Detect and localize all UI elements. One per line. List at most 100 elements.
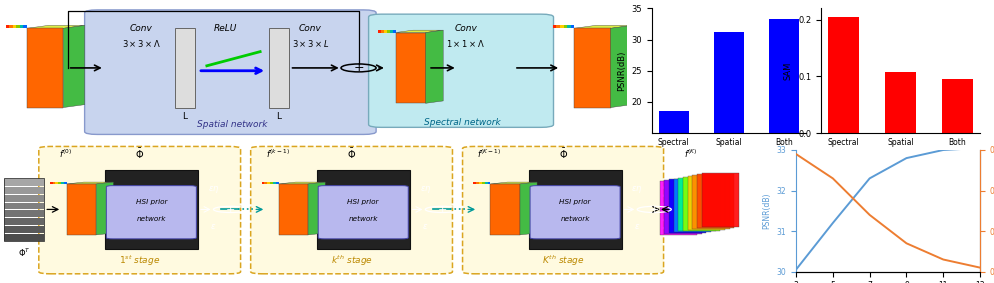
Polygon shape	[24, 25, 27, 28]
Text: $f^{(K)}$: $f^{(K)}$	[683, 147, 697, 160]
Polygon shape	[278, 182, 325, 184]
Polygon shape	[563, 25, 567, 28]
Polygon shape	[378, 30, 381, 33]
Polygon shape	[520, 182, 537, 235]
Polygon shape	[16, 25, 20, 28]
Bar	[4, 234, 44, 241]
Polygon shape	[13, 25, 16, 28]
Text: $\epsilon$: $\epsilon$	[421, 222, 428, 231]
Text: $f^{(k-1)}$: $f^{(k-1)}$	[265, 147, 289, 160]
Bar	[528, 170, 621, 249]
Polygon shape	[264, 182, 267, 184]
Polygon shape	[64, 25, 84, 108]
Polygon shape	[50, 182, 53, 184]
Text: $\bar{\Phi}$: $\bar{\Phi}$	[347, 147, 356, 161]
Text: $+$: $+$	[648, 204, 659, 215]
Polygon shape	[275, 182, 278, 184]
Polygon shape	[567, 25, 571, 28]
Bar	[768, 19, 798, 226]
Text: $3\times3\times L$: $3\times3\times L$	[291, 38, 329, 49]
Text: $+$: $+$	[436, 204, 447, 215]
Polygon shape	[308, 182, 325, 235]
Polygon shape	[61, 182, 64, 184]
Polygon shape	[269, 182, 272, 184]
Y-axis label: PSNR(dB): PSNR(dB)	[761, 193, 770, 229]
Text: $1\times1\times\Lambda$: $1\times1\times\Lambda$	[446, 38, 485, 49]
Bar	[940, 79, 972, 133]
Text: network: network	[560, 216, 589, 222]
FancyBboxPatch shape	[530, 186, 619, 239]
Polygon shape	[481, 182, 484, 184]
Bar	[4, 203, 44, 209]
Text: HSI prior: HSI prior	[347, 199, 379, 205]
Polygon shape	[476, 182, 479, 184]
Y-axis label: PSNR(dB): PSNR(dB)	[616, 51, 625, 91]
FancyBboxPatch shape	[39, 147, 241, 274]
Polygon shape	[487, 182, 490, 184]
Text: $+$: $+$	[353, 61, 364, 74]
Bar	[4, 178, 44, 241]
Polygon shape	[387, 30, 390, 33]
Text: Conv: Conv	[454, 24, 477, 33]
Polygon shape	[574, 25, 631, 28]
Text: $k^{th}$ stage: $k^{th}$ stage	[330, 254, 372, 268]
Polygon shape	[396, 30, 442, 33]
Polygon shape	[473, 182, 476, 184]
Text: $\Phi^T$: $\Phi^T$	[18, 246, 31, 259]
Polygon shape	[479, 182, 481, 184]
Text: ReLU: ReLU	[214, 24, 238, 33]
Bar	[658, 111, 688, 226]
Bar	[664, 180, 701, 234]
Bar	[668, 179, 706, 233]
Polygon shape	[393, 30, 396, 33]
Bar	[268, 28, 288, 108]
Polygon shape	[390, 30, 393, 33]
Polygon shape	[6, 25, 9, 28]
FancyBboxPatch shape	[250, 147, 452, 274]
Polygon shape	[56, 182, 58, 184]
Text: $\epsilon$: $\epsilon$	[210, 222, 217, 231]
Polygon shape	[490, 182, 537, 184]
Polygon shape	[267, 182, 269, 184]
Polygon shape	[9, 25, 13, 28]
Text: $\bar{\Phi}$: $\bar{\Phi}$	[135, 147, 144, 161]
Polygon shape	[381, 30, 384, 33]
Bar	[4, 187, 44, 194]
Bar	[687, 176, 725, 230]
Polygon shape	[560, 25, 563, 28]
Text: $+$: $+$	[226, 204, 236, 215]
Polygon shape	[574, 28, 610, 108]
Y-axis label: SAM: SAM	[782, 62, 791, 80]
Polygon shape	[425, 30, 442, 103]
Bar	[316, 170, 410, 249]
Text: HSI prior: HSI prior	[135, 199, 167, 205]
Polygon shape	[53, 182, 56, 184]
FancyBboxPatch shape	[318, 186, 408, 239]
Polygon shape	[67, 182, 113, 184]
Polygon shape	[610, 25, 631, 108]
Bar	[701, 173, 739, 227]
Text: $1^{st}$ stage: $1^{st}$ stage	[119, 254, 160, 268]
Text: $f^{(0)}$: $f^{(0)}$	[60, 147, 73, 160]
Bar	[696, 174, 734, 228]
Bar	[659, 181, 696, 235]
Text: Spatial network: Spatial network	[197, 121, 267, 130]
Text: $3\times3\times\Lambda$: $3\times3\times\Lambda$	[121, 38, 160, 49]
Polygon shape	[272, 182, 275, 184]
Text: Conv: Conv	[298, 24, 321, 33]
Polygon shape	[58, 182, 61, 184]
Bar	[678, 178, 715, 231]
Text: $\bar{\Phi}$: $\bar{\Phi}$	[559, 147, 568, 161]
Polygon shape	[27, 25, 84, 28]
FancyBboxPatch shape	[462, 147, 663, 274]
Text: $f^{(K-1)}$: $f^{(K-1)}$	[477, 147, 501, 160]
Polygon shape	[64, 182, 67, 184]
Bar	[682, 177, 720, 231]
Text: L: L	[276, 112, 281, 121]
Text: HSI prior: HSI prior	[559, 199, 590, 205]
Bar	[884, 72, 915, 133]
Text: L: L	[182, 112, 187, 121]
Bar	[827, 17, 859, 133]
Text: network: network	[136, 216, 166, 222]
Text: $\epsilon\eta$: $\epsilon\eta$	[208, 184, 219, 195]
